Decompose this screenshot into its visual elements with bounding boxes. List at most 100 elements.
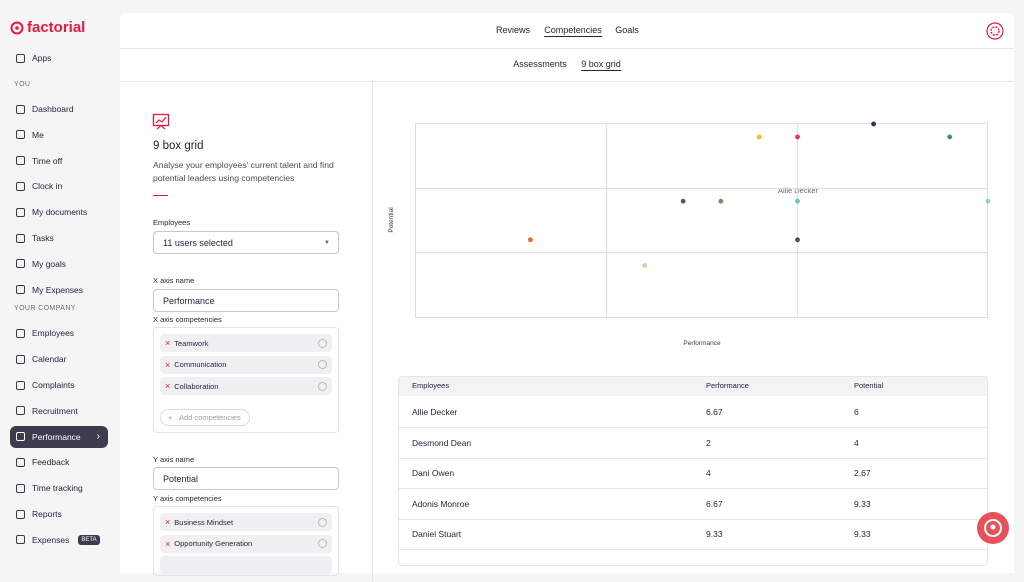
x-axis-name-input[interactable]: Performance [153, 289, 339, 312]
nav-icon [16, 457, 25, 467]
nav-icon [16, 328, 25, 338]
panel-title: 9 box grid [153, 140, 204, 152]
competency-chip [160, 556, 332, 574]
point [947, 134, 953, 140]
competency-chip[interactable]: × Business Mindset [160, 513, 332, 531]
info-icon [318, 338, 327, 348]
nav-label: Apps [32, 53, 52, 63]
nav-icon [16, 509, 25, 519]
cell: 2.67 [854, 468, 871, 479]
column-header: Performance [706, 381, 749, 390]
nav-item[interactable]: Time tracking [10, 477, 108, 499]
badge: BETA [78, 534, 100, 545]
tab[interactable]: Goals [615, 25, 639, 35]
nav-label: Performance [32, 431, 81, 442]
tab[interactable]: Reviews [495, 25, 531, 35]
nav-item[interactable]: Apps [10, 47, 108, 69]
field-label: X axis competencies [153, 315, 222, 324]
nav-item[interactable]: Complaints [10, 374, 108, 396]
logo-text: factorial [27, 19, 86, 36]
info-icon [318, 539, 327, 548]
point [795, 237, 800, 243]
competency-chip[interactable]: × Communication [160, 355, 332, 374]
nav-label: Clock in [32, 181, 63, 192]
nav-icon [16, 406, 25, 416]
cell: Allie Decker [412, 407, 458, 417]
remove-icon: × [165, 359, 171, 370]
column-header: Employees [412, 381, 450, 390]
cell: 9.33 [706, 529, 723, 540]
section-title: YOU [14, 81, 31, 88]
nav-item[interactable]: Expenses BETA [10, 529, 108, 551]
nav-item[interactable]: Performance › [10, 425, 108, 448]
nav-item[interactable]: My Expenses [10, 279, 108, 301]
nav-item[interactable]: My goals [10, 253, 108, 275]
point [756, 134, 762, 140]
nav-item[interactable]: Employees [10, 322, 108, 344]
point [985, 198, 991, 204]
nav-icon [16, 432, 25, 442]
point [718, 198, 724, 204]
app: {"sidebar": {"logo": "factorial", "apps"… [10, 19, 1014, 582]
nav-icon [16, 207, 25, 217]
chip-label: Teamwork [174, 338, 209, 348]
nav-label: Tasks [32, 233, 54, 243]
caret: ▼ [324, 239, 330, 246]
subtab[interactable]: 9 box grid [581, 59, 621, 71]
nav-label: My Expenses [32, 284, 84, 295]
nav-item[interactable]: Clock in [10, 175, 108, 197]
nav-item[interactable]: Dashboard [10, 98, 108, 120]
nav-item[interactable]: Feedback [10, 451, 108, 473]
panel-description: Analyse your employees' current talent a… [153, 160, 334, 183]
cell: 9.33 [854, 498, 871, 509]
cell: Adonis Monroe [412, 498, 470, 509]
settings-button[interactable] [986, 22, 1004, 40]
row-border [398, 549, 988, 551]
field-label: X axis name [153, 276, 195, 285]
nav-label: Recruitment [32, 405, 78, 416]
y-axis-name-input[interactable]: Potential [153, 467, 339, 490]
cell: 4 [854, 437, 859, 448]
nav-icon [16, 380, 25, 390]
nav-label: Calendar [32, 354, 67, 365]
nav-item[interactable]: Calendar [10, 348, 108, 370]
add-label: Add competencies [179, 413, 241, 422]
point [795, 134, 800, 140]
section-title: YOUR COMPANY [14, 305, 76, 313]
nav-icon [16, 233, 25, 243]
logo[interactable]: factorial [10, 19, 85, 36]
nav-item[interactable]: Time off [10, 150, 108, 172]
point [795, 198, 800, 204]
plus: + [168, 413, 173, 422]
chat-button[interactable] [976, 511, 1010, 545]
nav-item[interactable]: Recruitment [10, 400, 108, 422]
tooltip: Allie Decker [778, 186, 819, 195]
competency-chip[interactable]: × Teamwork [160, 334, 332, 352]
tab[interactable]: Competencies [544, 25, 602, 37]
panel-icon [152, 113, 170, 130]
cell: Desmond Dean [412, 437, 472, 448]
accent-line [153, 195, 168, 196]
nav-label: My goals [32, 258, 67, 269]
table-border [398, 376, 988, 566]
employees-select[interactable]: 11 users selected ▼ [153, 231, 339, 254]
competency-chip[interactable]: × Collaboration [160, 377, 332, 395]
cell: Daniel Stuart [412, 529, 462, 540]
subtab[interactable]: Assessments [513, 59, 567, 69]
main-card [120, 13, 1014, 582]
nav-label: Employees [32, 328, 75, 339]
nav-icon [16, 130, 25, 140]
cell: 4 [706, 468, 711, 479]
cell: 6.67 [706, 407, 723, 417]
cell: 9.33 [854, 529, 871, 540]
nav-label: Me [32, 129, 44, 140]
nav-label: My documents [32, 207, 88, 218]
nav-item[interactable]: Me [10, 124, 108, 146]
chevron: › [96, 431, 100, 443]
nav-item[interactable]: Tasks [10, 227, 108, 249]
nav-item[interactable]: Reports [10, 503, 108, 525]
nav-item[interactable]: My documents [10, 201, 108, 223]
competency-chip[interactable]: × Opportunity Generation [160, 534, 332, 553]
info-icon [318, 517, 327, 527]
add-competencies[interactable]: Add competencies + [160, 409, 250, 426]
